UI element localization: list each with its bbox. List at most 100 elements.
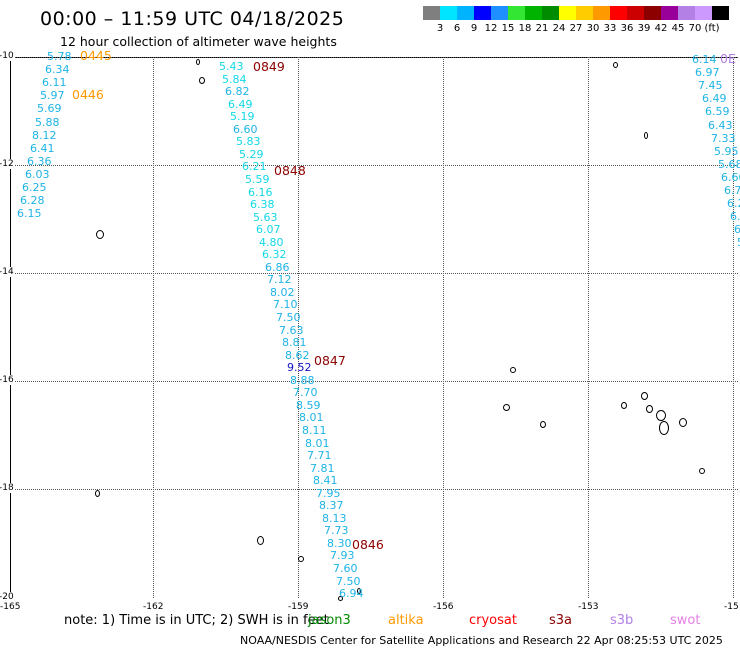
gridline-lat — [10, 273, 738, 274]
gridline-lon — [298, 57, 299, 598]
wave-height-value: 6.38 — [250, 198, 275, 211]
island — [338, 596, 343, 601]
island — [510, 367, 516, 373]
wave-height-value: 7.50 — [336, 575, 361, 588]
wave-height-value: 6.34 — [45, 63, 70, 76]
gridline-lon — [733, 57, 734, 598]
pass-time-label: 0846 — [352, 537, 384, 552]
mission-cryosat: cryosat — [469, 613, 517, 628]
wave-height-value: 5.59 — [245, 173, 270, 186]
wave-height-value: 6.21 — [242, 160, 267, 173]
island — [659, 421, 669, 435]
lat-label: -16 — [0, 375, 15, 385]
legend-label: 21 — [535, 23, 549, 34]
island — [699, 468, 705, 474]
island — [95, 490, 100, 497]
gridline-lat — [10, 165, 738, 166]
lon-label: -159 — [288, 602, 309, 612]
legend-label: 42 — [654, 23, 668, 34]
wave-height-value: 5.68 — [718, 158, 740, 171]
legend-label: 39 — [637, 23, 651, 34]
wave-height-value: 5. — [737, 236, 740, 249]
wave-height-value: 6.94 — [339, 587, 364, 600]
wave-height-value: 7.12 — [267, 273, 292, 286]
lon-label: -15 — [724, 602, 739, 612]
wave-height-value: 6.82 — [225, 85, 250, 98]
wave-height-value: 6.59 — [705, 105, 730, 118]
lon-label: -165 — [0, 602, 21, 612]
wave-height-value: 6.97 — [695, 66, 720, 79]
wave-height-value: 8.88 — [290, 374, 315, 387]
island — [646, 405, 653, 413]
island — [641, 392, 648, 400]
island — [298, 556, 304, 562]
map-frame — [10, 57, 738, 598]
wave-height-value: 5.43 — [219, 60, 244, 73]
wave-height-value: 6.86 — [265, 261, 290, 274]
legend-label: 33 — [603, 23, 617, 34]
wave-height-value: 7.81 — [310, 462, 335, 475]
wave-height-value: 6.20 — [727, 197, 740, 210]
credit-line: NOAA/NESDIS Center for Satellite Applica… — [240, 634, 723, 647]
island — [196, 59, 200, 65]
legend-swatch — [474, 6, 491, 20]
legend-swatch — [525, 6, 542, 20]
legend-label: 6 — [453, 23, 461, 34]
wave-height-value: 5.69 — [37, 102, 62, 115]
wave-height-value: 7.63 — [279, 324, 304, 337]
legend-swatch — [457, 6, 474, 20]
wave-height-value: 7.33 — [711, 132, 736, 145]
wave-height-value: 8.01 — [305, 437, 330, 450]
lon-label: -162 — [143, 602, 164, 612]
wave-height-value: 8.59 — [296, 399, 321, 412]
wave-height-value: 8.30 — [327, 537, 352, 550]
legend-label: 70 — [688, 23, 702, 34]
wave-height-value: 5.83 — [236, 135, 261, 148]
legend-label: 12 — [484, 23, 498, 34]
wave-height-value: 6.16 — [248, 186, 273, 199]
pass-time-label: 0848 — [274, 163, 306, 178]
wave-height-value: 6.60 — [233, 123, 258, 136]
wave-height-value: 5.19 — [230, 110, 255, 123]
legend-swatch — [661, 6, 678, 20]
mission-jason3: jason3 — [308, 613, 351, 628]
gridline-lon — [153, 57, 154, 598]
island — [96, 230, 104, 239]
legend-swatch — [695, 6, 712, 20]
wave-height-value: 7.71 — [307, 449, 332, 462]
wave-height-value: 6.6 — [734, 223, 740, 236]
legend-swatch — [423, 6, 440, 20]
wave-height-value: 6.25 — [22, 181, 47, 194]
wave-height-value: 8.13 — [322, 512, 347, 525]
wave-height-value: 6.49 — [702, 92, 727, 105]
wave-height-value: 7.70 — [293, 386, 318, 399]
pass-time-label: 0847 — [314, 353, 346, 368]
legend-label: 18 — [518, 23, 532, 34]
wave-height-value: 9.52 — [287, 361, 312, 374]
legend-swatch — [559, 6, 576, 20]
wave-height-value: 6.79 — [724, 184, 740, 197]
wave-height-value: 4.80 — [259, 236, 284, 249]
legend-swatch — [440, 6, 457, 20]
island — [503, 404, 510, 411]
pass-time-label: 0445 — [80, 48, 112, 63]
legend-swatch — [610, 6, 627, 20]
wave-height-value: 8.01 — [299, 411, 324, 424]
wave-height-value: 5.84 — [222, 73, 247, 86]
wave-height-value: 5.29 — [239, 148, 264, 161]
island — [540, 421, 546, 428]
wave-height-value: 6.43 — [708, 119, 733, 132]
island — [613, 62, 618, 68]
island — [656, 410, 666, 421]
island — [621, 402, 627, 409]
island — [357, 588, 361, 594]
wave-height-value: 8.41 — [313, 474, 338, 487]
lat-label: -18 — [0, 483, 15, 493]
legend-swatch — [712, 6, 729, 20]
wave-height-value: 5.78 — [47, 50, 72, 63]
wave-height-value: 7.10 — [273, 298, 298, 311]
legend-label: 30 — [586, 23, 600, 34]
lat-label: -10 — [0, 51, 15, 61]
wave-height-value: 7.45 — [698, 79, 723, 92]
